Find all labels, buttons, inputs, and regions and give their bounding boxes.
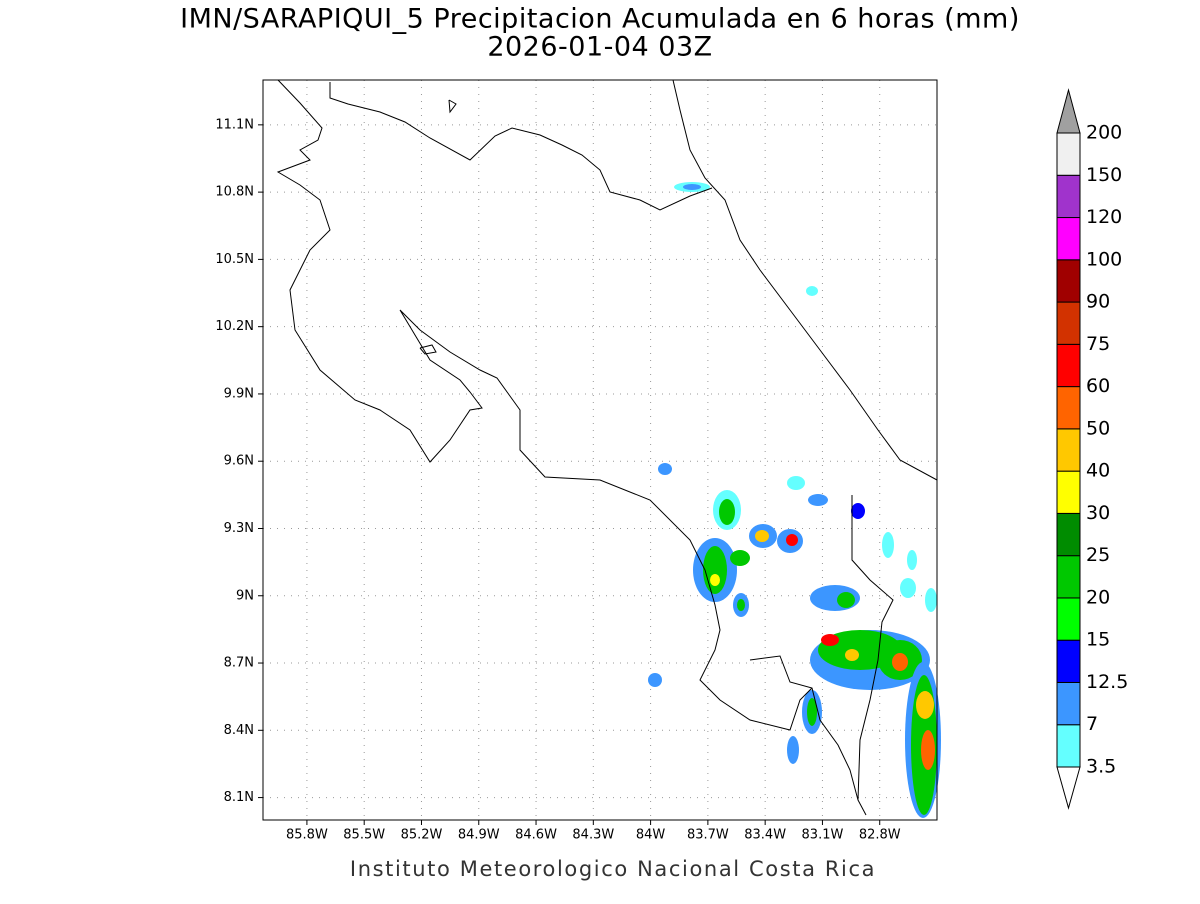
y-tick-label: 10.5N (215, 252, 254, 267)
colorbar-segment (1056, 386, 1081, 430)
y-tick-label: 10.8N (215, 185, 254, 200)
x-tick-label: 84.6W (515, 828, 557, 843)
colorbar-label: 7 (1086, 713, 1098, 735)
title: IMN/SARAPIQUI_5 Precipitacion Acumulada … (180, 4, 1020, 35)
colorbar-label: 15 (1086, 629, 1110, 651)
colorbar-label: 200 (1086, 122, 1122, 144)
colorbar-segment (1056, 681, 1081, 726)
colorbar-segment (1056, 597, 1081, 641)
colorbar-segment (1056, 555, 1081, 599)
colorbar-segment (1056, 174, 1081, 219)
x-tick-label: 83.7W (687, 828, 729, 843)
x-tick-label: 84W (636, 828, 666, 843)
colorbar-segment (1056, 301, 1081, 345)
colorbar-label: 60 (1086, 375, 1110, 397)
credit: Instituto Meteorologico Nacional Costa R… (350, 857, 876, 881)
colorbar-segment (1056, 259, 1081, 303)
colorbar-label: 50 (1086, 417, 1110, 439)
grid (263, 80, 937, 820)
colorbar-label: 75 (1086, 333, 1110, 355)
colorbar-over (1056, 88, 1081, 134)
colorbar-label: 150 (1086, 164, 1122, 186)
colorbar-label: 30 (1086, 502, 1110, 524)
colorbar-segment (1056, 217, 1081, 261)
coastline (276, 79, 938, 816)
x-tick-label: 82.8W (859, 828, 901, 843)
colorbar-label: 12.5 (1086, 671, 1128, 693)
map-frame (262, 79, 938, 821)
colorbar-label: 3.5 (1086, 756, 1116, 778)
x-tick-label: 85.8W (286, 828, 328, 843)
colorbar-label: 100 (1086, 248, 1122, 270)
colorbar-label: 25 (1086, 544, 1110, 566)
colorbar-segment (1056, 132, 1081, 176)
colorbar-label: 20 (1086, 586, 1110, 608)
colorbar-label: 90 (1086, 291, 1110, 313)
colorbar: 3.5 7 12.5 15 20 25 30 40 50 60 75 90 100 120 150 200 (1056, 88, 1128, 810)
axes: 85.8W 85.5W 85.2W 84.9W 84.6W 84.3W 84W 83.7W 83… (215, 117, 900, 842)
y-tick-label: 9.3N (224, 521, 254, 536)
precipitation (648, 182, 941, 818)
x-tick-label: 83.1W (802, 828, 844, 843)
colorbar-segment (1056, 428, 1081, 472)
colorbar-segment (1056, 512, 1081, 557)
colorbar-segment (1056, 343, 1081, 388)
y-tick-label: 9.6N (224, 454, 254, 469)
x-tick-label: 83.4W (744, 828, 786, 843)
x-tick-label: 85.2W (401, 828, 443, 843)
colorbar-label: 40 (1086, 460, 1110, 482)
y-tick-label: 8.1N (224, 790, 254, 805)
y-tick-label: 8.4N (224, 723, 254, 738)
x-tick-label: 84.9W (458, 828, 500, 843)
y-tick-label: 9N (236, 588, 254, 603)
colorbar-under (1056, 766, 1081, 810)
y-tick-label: 9.9N (224, 386, 254, 401)
x-tick-label: 84.3W (572, 828, 614, 843)
x-tick-label: 85.5W (343, 828, 385, 843)
y-tick-label: 11.1N (215, 117, 254, 132)
colorbar-label: 120 (1086, 206, 1122, 228)
colorbar-segment (1056, 724, 1081, 768)
colorbar-segment (1056, 470, 1081, 514)
y-tick-label: 8.7N (224, 656, 254, 671)
subtitle: 2026-01-04 03Z (487, 32, 712, 63)
y-tick-label: 10.2N (215, 319, 254, 334)
colorbar-segment (1056, 639, 1081, 683)
